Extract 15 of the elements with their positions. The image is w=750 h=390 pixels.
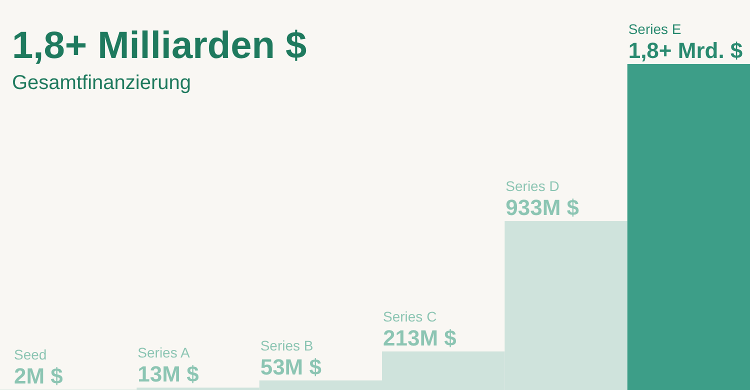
data-label: 1,8+ Mrd. $: [628, 38, 743, 63]
x-tick-label: Series B: [260, 337, 314, 354]
data-label: 933M $: [506, 195, 580, 220]
data-label: 53M $: [260, 354, 322, 380]
bar: [627, 64, 750, 390]
chart-subtitle: Gesamtfinanzierung: [12, 72, 191, 94]
x-tick-label: Series D: [506, 178, 560, 194]
x-tick-label: Series A: [138, 344, 190, 361]
data-label: 213M $: [383, 325, 456, 350]
data-label: 13M $: [138, 362, 199, 387]
x-tick-label: Series E: [628, 21, 682, 37]
x-tick-label: Series C: [383, 308, 437, 324]
data-label: 2M $: [14, 364, 63, 389]
x-tick-label: Seed: [14, 346, 47, 363]
chart-title: 1,8+ Milliarden $: [12, 25, 307, 67]
